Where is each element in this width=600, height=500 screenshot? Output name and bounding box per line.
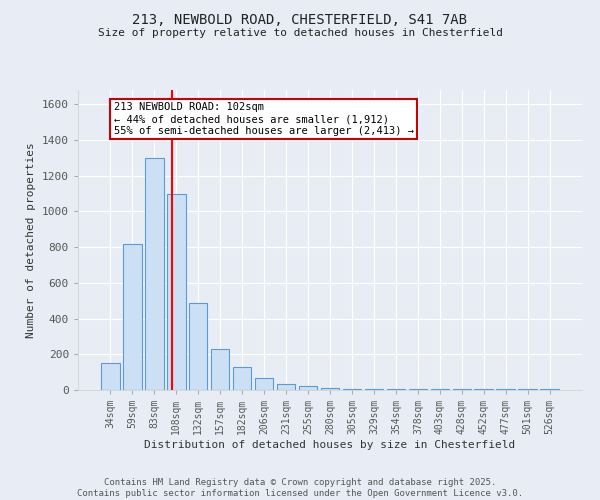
Y-axis label: Number of detached properties: Number of detached properties <box>26 142 37 338</box>
Bar <box>518 389 537 390</box>
Bar <box>277 384 295 390</box>
Bar <box>409 389 427 390</box>
Text: Contains HM Land Registry data © Crown copyright and database right 2025.
Contai: Contains HM Land Registry data © Crown c… <box>77 478 523 498</box>
Bar <box>431 389 449 390</box>
Bar <box>101 363 119 390</box>
Bar <box>496 389 515 390</box>
Text: 213, NEWBOLD ROAD, CHESTERFIELD, S41 7AB: 213, NEWBOLD ROAD, CHESTERFIELD, S41 7AB <box>133 12 467 26</box>
Bar <box>123 244 142 390</box>
Bar <box>365 389 383 390</box>
Bar <box>386 389 405 390</box>
Bar <box>233 367 251 390</box>
Bar <box>211 349 229 390</box>
Bar <box>343 389 361 390</box>
Bar <box>320 388 340 390</box>
Bar <box>541 389 559 390</box>
Bar <box>167 194 185 390</box>
Bar <box>475 389 493 390</box>
X-axis label: Distribution of detached houses by size in Chesterfield: Distribution of detached houses by size … <box>145 440 515 450</box>
Bar <box>452 389 471 390</box>
Text: Size of property relative to detached houses in Chesterfield: Size of property relative to detached ho… <box>97 28 503 38</box>
Bar <box>299 386 317 390</box>
Text: 213 NEWBOLD ROAD: 102sqm
← 44% of detached houses are smaller (1,912)
55% of sem: 213 NEWBOLD ROAD: 102sqm ← 44% of detach… <box>113 102 413 136</box>
Bar <box>145 158 164 390</box>
Bar <box>189 302 208 390</box>
Bar <box>255 378 274 390</box>
